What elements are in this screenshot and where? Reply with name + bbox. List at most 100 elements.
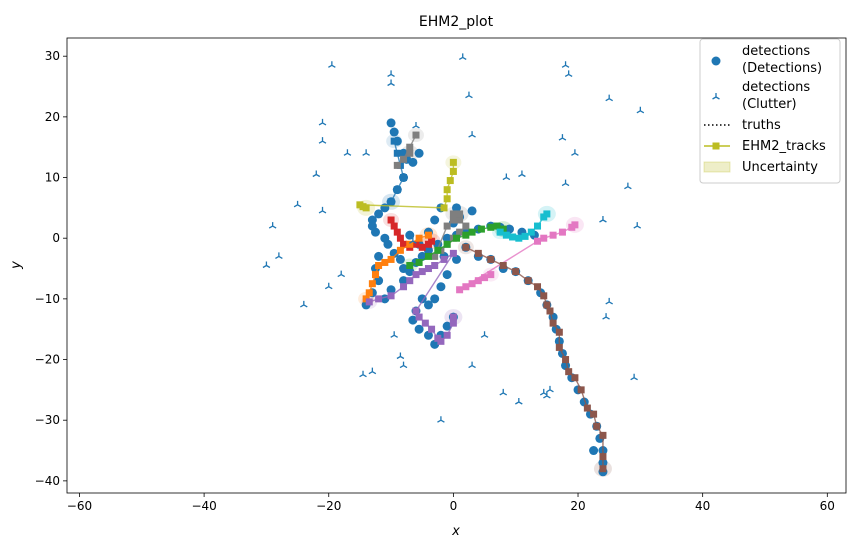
- detection-point: [414, 324, 424, 334]
- track-marker: [449, 249, 457, 257]
- track-marker: [443, 240, 451, 248]
- detection-point: [408, 157, 418, 167]
- track-marker: [468, 228, 476, 236]
- detection-point: [423, 330, 433, 340]
- detection-point: [452, 203, 461, 213]
- legend-box: [699, 38, 841, 184]
- track-marker: [499, 262, 507, 269]
- track-marker: [362, 204, 370, 212]
- track-marker: [449, 216, 457, 224]
- legend-tri-icon: [712, 93, 720, 100]
- track-marker: [512, 268, 520, 276]
- track-marker: [387, 292, 395, 300]
- x-tick-label: −20: [316, 499, 341, 513]
- detection-point: [408, 315, 418, 325]
- track-marker: [583, 404, 591, 412]
- track-marker: [543, 301, 551, 309]
- detection-point: [395, 254, 405, 264]
- track-marker: [418, 243, 426, 251]
- chart-title: EHM2_plot: [419, 14, 494, 30]
- legend-label: Uncertainty: [742, 160, 818, 175]
- clutter-point: [468, 131, 476, 138]
- track-marker: [406, 143, 414, 151]
- track-marker: [449, 210, 457, 218]
- clutter-point: [318, 206, 327, 214]
- track-marker: [446, 177, 454, 185]
- legend-patch-icon: [703, 161, 731, 173]
- track-marker: [431, 262, 439, 269]
- clutter-point: [318, 118, 327, 126]
- track-marker: [496, 228, 504, 236]
- detection-point: [467, 206, 477, 216]
- clutter-point: [262, 261, 271, 269]
- clutter-point: [599, 216, 607, 223]
- x-tick-label: 20: [570, 499, 585, 513]
- detection-point: [399, 276, 409, 286]
- detection-point: [442, 233, 452, 243]
- clutter-point: [396, 352, 405, 360]
- x-tick-label: −60: [67, 499, 92, 513]
- track-marker: [406, 240, 414, 248]
- track-marker: [540, 292, 548, 300]
- track-marker: [477, 225, 485, 233]
- clutter-point: [480, 331, 489, 338]
- clutter-point: [458, 53, 467, 60]
- track-marker: [462, 243, 470, 251]
- track-marker: [502, 231, 510, 239]
- track-marker: [428, 325, 436, 333]
- track-marker: [421, 319, 429, 327]
- track-marker: [549, 231, 557, 239]
- detection-point: [386, 118, 396, 128]
- track-marker: [449, 313, 457, 321]
- track-marker: [456, 228, 464, 236]
- y-tick-label: −30: [35, 413, 60, 427]
- track-marker: [474, 249, 482, 257]
- axes: −60 −40 −20 0 20 40 60 −40 −30 −20 −10 0 10 20 30: [35, 49, 835, 513]
- track-marker: [487, 271, 495, 279]
- detection-point: [423, 245, 433, 255]
- detection-point: [589, 446, 599, 456]
- track-marker: [462, 283, 470, 291]
- track-marker: [449, 319, 457, 327]
- detection-point: [389, 127, 399, 137]
- track-marker: [487, 223, 495, 231]
- track-marker: [406, 277, 414, 285]
- track-marker: [443, 331, 451, 339]
- track-marker: [412, 240, 420, 248]
- track-marker: [493, 222, 501, 230]
- clutter-point: [564, 70, 573, 77]
- track-marker: [387, 216, 395, 224]
- detection-point: [442, 321, 452, 331]
- track-marker: [365, 289, 373, 297]
- track-marker: [424, 252, 432, 260]
- clutter-point: [343, 149, 352, 156]
- detection-point: [405, 267, 415, 277]
- legend-label: (Detections): [742, 61, 822, 76]
- legend-circle-icon: [711, 56, 721, 66]
- clutter-point: [602, 313, 610, 320]
- track-marker: [400, 174, 408, 182]
- y-tick-label: −40: [35, 474, 60, 488]
- legend-square-icon: [712, 142, 720, 150]
- clutter-point: [409, 237, 417, 244]
- track-marker: [406, 149, 414, 157]
- plot-area: [262, 53, 645, 477]
- track-marker: [521, 232, 529, 240]
- y-tick-label: −10: [35, 292, 60, 306]
- detection-point: [374, 251, 384, 261]
- legend-label: EHM2_tracks: [742, 139, 826, 154]
- track-marker: [534, 283, 542, 291]
- x-tick-label: 0: [450, 499, 458, 513]
- clutter-point: [543, 391, 551, 399]
- clutter-point: [268, 222, 277, 229]
- track-marker: [474, 277, 482, 285]
- track-marker: [577, 386, 585, 394]
- clutter-point: [368, 367, 377, 375]
- track-marker: [558, 228, 566, 236]
- clutter-point: [546, 385, 554, 393]
- clutter-point: [465, 91, 473, 99]
- clutter-point: [633, 222, 642, 229]
- clutter-point: [312, 170, 321, 178]
